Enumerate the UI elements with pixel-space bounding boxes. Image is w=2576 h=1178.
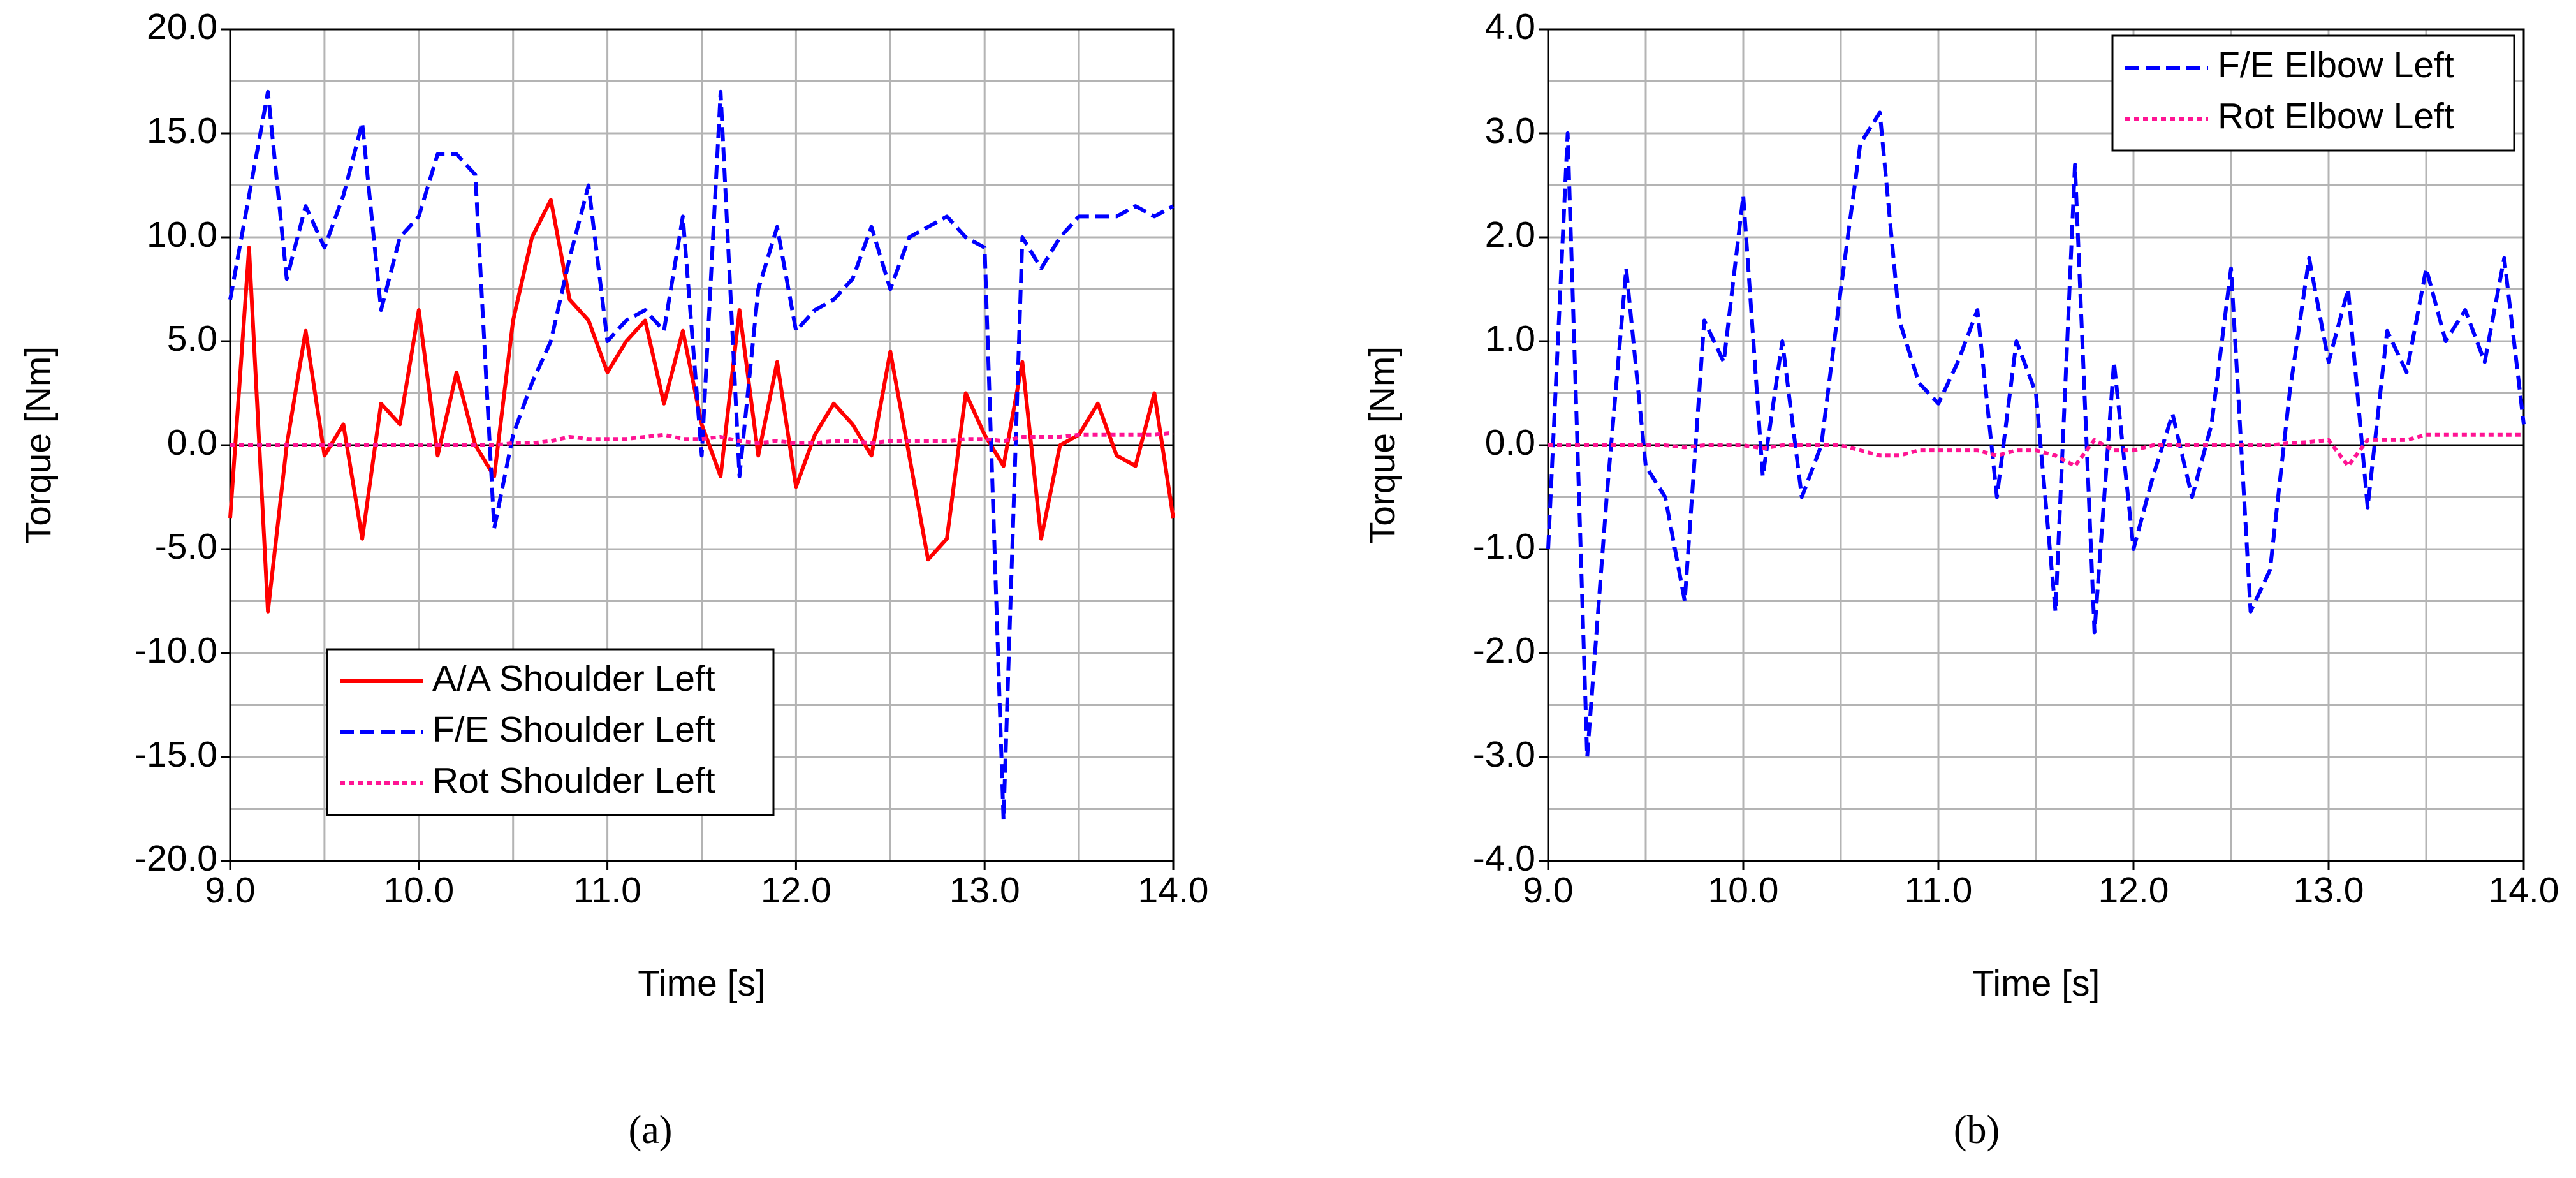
y-tick-label: 5.0: [167, 318, 217, 359]
y-tick-label: 10.0: [147, 214, 217, 255]
legend-label: Rot Shoulder Left: [432, 760, 715, 801]
y-tick-label: 2.0: [1485, 214, 1535, 255]
y-axis-title: Torque [Nm]: [1362, 346, 1403, 544]
y-tick-label: 20.0: [147, 6, 217, 47]
x-tick-label: 13.0: [2294, 870, 2364, 911]
x-tick-label: 11.0: [573, 870, 641, 911]
y-tick-label: -4.0: [1473, 838, 1535, 879]
x-tick-label: 14.0: [2489, 870, 2559, 911]
chart-panel: 9.0 10.0 11.0 12.0 13.0 14.0 -4.0 -3.0 -2.0 -1.0 0…: [1362, 6, 2559, 1152]
x-axis-title: Time [s]: [1972, 963, 2100, 1004]
y-tick-label: -10.0: [135, 630, 217, 671]
x-tick-label: 11.0: [1905, 870, 1973, 911]
x-tick-label: 12.0: [2098, 870, 2169, 911]
x-tick-label: 12.0: [761, 870, 831, 911]
series-line: [1546, 110, 2526, 759]
y-tick-label: 0.0: [167, 422, 217, 463]
legend-label: F/E Shoulder Left: [432, 709, 715, 750]
legend-label: Rot Elbow Left: [2218, 96, 2454, 136]
x-axis-title: Time [s]: [638, 963, 766, 1004]
chart-panel: 9.0 10.0 11.0 12.0 13.0 14.0 -20.0 -15.0 -10.0 -5…: [18, 6, 1208, 1152]
y-tick-label: 15.0: [147, 110, 217, 151]
caption: (b): [1954, 1108, 2000, 1152]
x-tick-label: 13.0: [949, 870, 1020, 911]
legend-label: F/E Elbow Left: [2218, 45, 2454, 85]
y-axis-title: Torque [Nm]: [18, 346, 59, 544]
y-tick-label: -1.0: [1473, 526, 1535, 567]
y-tick-label: 4.0: [1485, 6, 1535, 47]
series-line: [230, 431, 1174, 447]
y-tick-label: 0.0: [1485, 422, 1535, 463]
x-tick-label: 9.0: [1523, 870, 1573, 911]
legend-box: [2111, 34, 2515, 152]
y-tick-label: -2.0: [1473, 630, 1535, 671]
x-tick-label: 14.0: [1138, 870, 1209, 911]
caption: (a): [629, 1108, 673, 1152]
y-tick-label: 3.0: [1485, 110, 1535, 151]
series-line: [1548, 432, 2524, 468]
x-tick-label: 10.0: [1708, 870, 1779, 911]
y-tick-label: -15.0: [135, 734, 217, 775]
series-line: [228, 89, 1175, 821]
y-tick-label: -20.0: [135, 838, 217, 879]
legend-label: A/A Shoulder Left: [432, 658, 715, 699]
y-tick-label: 1.0: [1485, 318, 1535, 359]
y-tick-label: -5.0: [155, 526, 217, 567]
x-tick-label: 9.0: [205, 870, 255, 911]
x-tick-label: 10.0: [383, 870, 454, 911]
y-tick-label: -3.0: [1473, 734, 1535, 775]
